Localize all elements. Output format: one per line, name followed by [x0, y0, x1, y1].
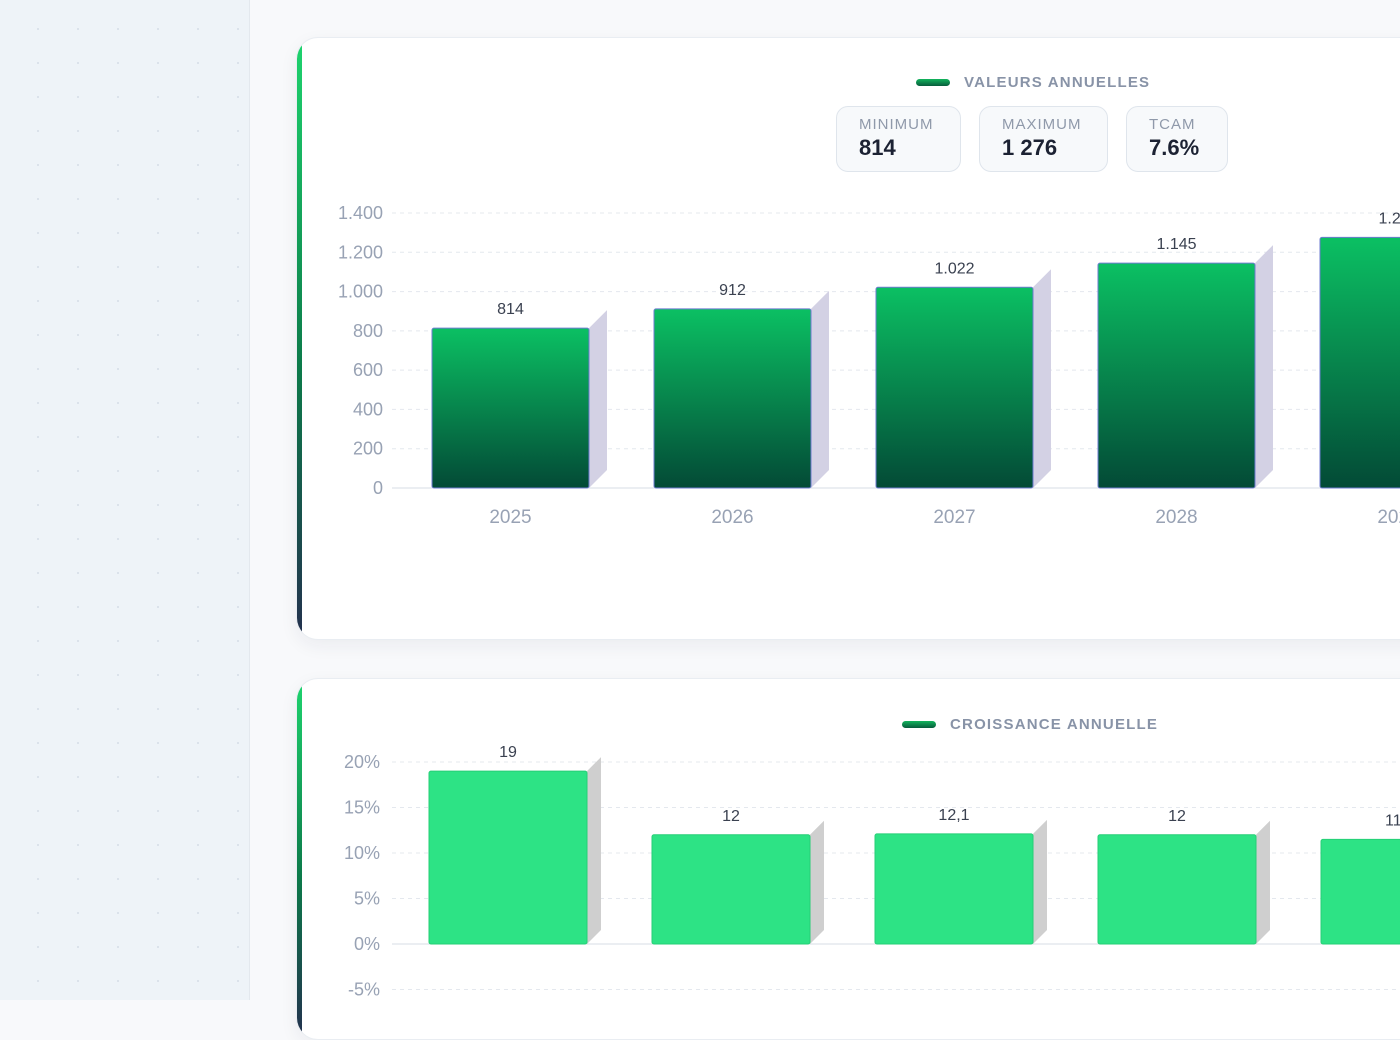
y-tick-label: 1.400 [338, 203, 383, 223]
stat-minimum-value: 814 [859, 135, 896, 160]
stat-maximum-value: 1 276 [1002, 135, 1058, 160]
bar-side [1256, 820, 1270, 944]
chart-legend[interactable]: CROISSANCE ANNUELLE [902, 716, 1158, 733]
bar-side [1033, 269, 1051, 488]
bar-value-label: 12 [1168, 808, 1186, 825]
bar [874, 833, 1034, 945]
x-tick-label: 2028 [1155, 507, 1197, 528]
bar-value-label: 1.022 [934, 260, 974, 277]
annual-values-chart: 0 200 400 600 800 1.000 1.200 1.400 814 2025 912 20… [338, 203, 1400, 528]
annual-growth-chart: -5% 0% 5% 10% 15% 20% 19 12 12,1 12 11,5 [344, 744, 1400, 1000]
bar-value-label: 1.276 [1378, 210, 1400, 227]
y-tick-label: 600 [353, 360, 383, 380]
y-tick-label: 20% [344, 752, 380, 772]
y-tick-label: 0% [354, 934, 380, 954]
y-tick-label: 1.000 [338, 282, 383, 302]
bar [1319, 236, 1400, 489]
x-tick-label: 2026 [711, 507, 753, 528]
bar-value-label: 1.145 [1156, 236, 1196, 253]
bar [1097, 834, 1257, 945]
annual-growth-card: CROISSANCE ANNUELLE -5% 0% 5% 10% 15% 20% 19 12… [296, 678, 1400, 1040]
bar-side [587, 757, 601, 944]
legend-label: VALEURS ANNUELLES [964, 74, 1151, 91]
stat-minimum: MINIMUM 814 [836, 106, 961, 172]
y-tick-label: 5% [354, 889, 380, 909]
legend-swatch [916, 79, 950, 86]
legend-label: CROISSANCE ANNUELLE [950, 716, 1159, 733]
y-tick-label: 15% [344, 798, 380, 818]
bar-side [811, 290, 829, 488]
bar-value-label: 11,5 [1385, 812, 1400, 829]
bar-side [810, 820, 824, 944]
x-tick-label: 2029 [1377, 507, 1400, 528]
card-accent-bar [297, 38, 302, 639]
bar-value-label: 12 [722, 808, 740, 825]
bar [431, 327, 590, 489]
bar [875, 286, 1034, 489]
x-tick-label: 2025 [489, 507, 531, 528]
bar [653, 308, 812, 489]
annual-values-card: VALEURS ANNUELLES MINIMUM 814 MAXIMUM 1 … [296, 37, 1400, 640]
y-tick-label: -5% [348, 980, 380, 1000]
sidebar [0, 0, 250, 1000]
stat-maximum: MAXIMUM 1 276 [979, 106, 1108, 172]
y-tick-label: 800 [353, 321, 383, 341]
card-accent-bar [297, 679, 302, 1039]
stat-cagr: TCAM 7.6% [1126, 106, 1228, 172]
bar-value-label: 814 [497, 301, 524, 318]
y-tick-label: 400 [353, 399, 383, 419]
y-tick-label: 10% [344, 843, 380, 863]
y-tick-label: 200 [353, 439, 383, 459]
bar [651, 834, 811, 945]
bar [1097, 262, 1256, 489]
legend-swatch [902, 721, 936, 728]
chart-legend[interactable]: VALEURS ANNUELLES [916, 74, 1150, 91]
stat-cagr-value: 7.6% [1149, 135, 1200, 160]
y-tick-label: 0 [373, 478, 383, 498]
stat-maximum-label: MAXIMUM [1002, 116, 1082, 133]
bar [428, 770, 588, 945]
bar-side [589, 310, 607, 488]
bar-side [1255, 245, 1273, 488]
bar [1320, 838, 1400, 945]
bar-side [1033, 819, 1047, 944]
stat-cagr-label: TCAM [1149, 116, 1196, 133]
bar-value-label: 912 [719, 282, 746, 299]
y-tick-label: 1.200 [338, 242, 383, 262]
stat-minimum-label: MINIMUM [859, 116, 934, 133]
x-tick-label: 2027 [933, 507, 975, 528]
bar-value-label: 19 [499, 744, 517, 761]
bar-value-label: 12,1 [938, 807, 969, 824]
